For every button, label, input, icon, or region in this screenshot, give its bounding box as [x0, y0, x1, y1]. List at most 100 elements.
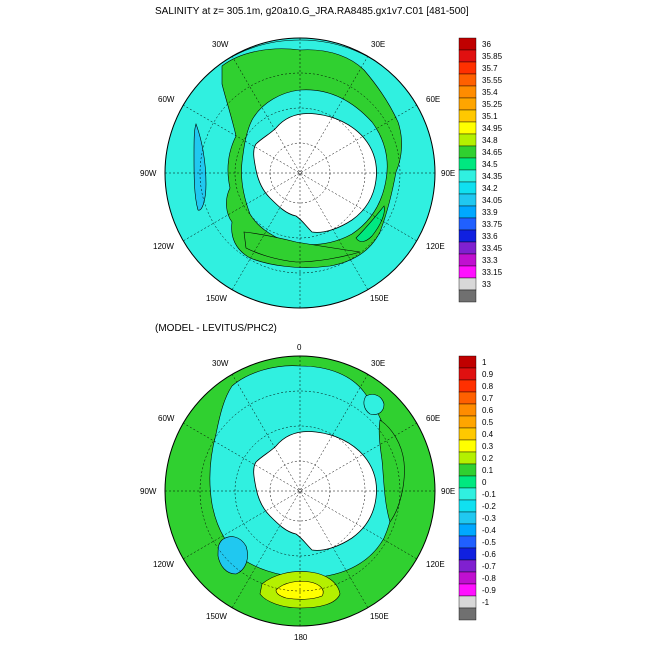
- colorbar-swatch: [458, 37, 477, 51]
- colorbar-tick-label: 0.6: [482, 406, 494, 415]
- lon-label-30w-bottom: 30W: [212, 359, 229, 368]
- antarctica-bottom: [253, 431, 377, 551]
- lon-label-60e-bottom: 60E: [426, 414, 440, 423]
- colorbar-swatch: [458, 205, 477, 219]
- colorbar-tick-label: 0.2: [482, 454, 494, 463]
- colorbar-swatch: [458, 463, 477, 477]
- lon-label-0-bottom: 0: [297, 343, 302, 352]
- colorbar-swatch: [458, 559, 477, 573]
- colorbar-swatch: [458, 241, 477, 255]
- colorbar-tick-label: -0.2: [482, 502, 496, 511]
- colorbar-tick-label: 33.6: [482, 232, 498, 241]
- colorbar-swatch: [458, 427, 477, 441]
- colorbar-tick-label: 0.3: [482, 442, 494, 451]
- colorbar-swatch: [458, 439, 477, 453]
- lon-label-30e-bottom: 30E: [371, 359, 385, 368]
- colorbar-tick-label: 34.05: [482, 196, 503, 205]
- colorbar-tick-label: 35.7: [482, 64, 498, 73]
- lon-label-150e-top: 150E: [370, 294, 389, 303]
- lon-label-180-bottom: 180: [294, 633, 308, 642]
- colorbar-tick-label: 0.7: [482, 394, 494, 403]
- colorbar-tick-label: 0.9: [482, 370, 494, 379]
- lon-label-90w-top: 90W: [140, 169, 157, 178]
- colorbar-swatch: [458, 253, 477, 267]
- colorbar-tick-label: 34.8: [482, 136, 498, 145]
- colorbar-swatch: [458, 181, 477, 195]
- colorbar-swatch: [458, 499, 477, 513]
- colorbar-tick-label: 33.15: [482, 268, 503, 277]
- colorbar-tick-label: -0.3: [482, 514, 496, 523]
- lon-label-60e-top: 60E: [426, 95, 440, 104]
- colorbar-tick-label: -0.1: [482, 490, 496, 499]
- colorbar-tick-label: 35.85: [482, 52, 503, 61]
- colorbar-swatch: [458, 607, 477, 621]
- colorbar-swatch: [458, 121, 477, 135]
- colorbar-tick-label: 33.75: [482, 220, 503, 229]
- bottom-map-boundary: [164, 355, 436, 627]
- colorbar-tick-label: -0.4: [482, 526, 496, 535]
- difference-blue-patch: [217, 536, 248, 575]
- colorbar-tick-label: 34.35: [482, 172, 503, 181]
- colorbar-tick-label: 35.55: [482, 76, 503, 85]
- lon-label-90e-top: 90E: [441, 169, 455, 178]
- salinity-colorbar: 36 35.85 35.7 35.55 35.4 35.25 35.1 34.95 34.8 34…: [458, 37, 503, 303]
- colorbar-tick-label: 34.5: [482, 160, 498, 169]
- colorbar-tick-label: 33: [482, 280, 491, 289]
- colorbar-tick-label: -0.8: [482, 574, 496, 583]
- colorbar-swatch: [458, 355, 477, 369]
- difference-colorbar: 1 0.9 0.8 0.7 0.6 0.5 0.4 0.3 0.2 0.1 0 -0.1 -0.2 -0.…: [458, 355, 496, 621]
- colorbar-tick-label: 36: [482, 40, 491, 49]
- lon-label-150e-bottom: 150E: [370, 612, 389, 621]
- top-graticule: [165, 38, 435, 308]
- colorbar-tick-label: 0.4: [482, 430, 494, 439]
- bottom-graticule: [165, 356, 435, 626]
- colorbar-swatch: [458, 475, 477, 489]
- lon-label-60w-bottom: 60W: [158, 414, 175, 423]
- colorbar-swatch: [458, 367, 477, 381]
- colorbar-swatch: [458, 595, 477, 609]
- difference-map: [164, 355, 436, 627]
- colorbar-tick-label: -1: [482, 598, 490, 607]
- colorbar-swatch: [458, 109, 477, 123]
- lon-label-30w-top: 30W: [212, 40, 229, 49]
- top-map-boundary: [164, 37, 436, 309]
- colorbar-swatch: [458, 73, 477, 87]
- colorbar-tick-label: 0.1: [482, 466, 494, 475]
- colorbar-swatch: [458, 157, 477, 171]
- colorbar-swatch: [458, 379, 477, 393]
- difference-yellow-patch: [275, 580, 324, 600]
- colorbar-swatch: [458, 85, 477, 99]
- colorbar-tick-label: 0.8: [482, 382, 494, 391]
- colorbar-tick-label: 0: [482, 478, 487, 487]
- lon-label-120e-bottom: 120E: [426, 560, 445, 569]
- colorbar-swatch: [458, 547, 477, 561]
- colorbar-swatch: [458, 571, 477, 585]
- colorbar-swatch: [458, 229, 477, 243]
- colorbar-swatch: [458, 193, 477, 207]
- colorbar-swatch: [458, 265, 477, 279]
- lon-label-90e-bottom: 90E: [441, 487, 455, 496]
- colorbar-swatch: [458, 487, 477, 501]
- colorbar-swatch: [458, 511, 477, 525]
- difference-cyan-patch-ne: [363, 394, 385, 415]
- colorbar-tick-label: 33.3: [482, 256, 498, 265]
- colorbar-swatch: [458, 145, 477, 159]
- colorbar-swatch: [458, 61, 477, 75]
- colorbar-tick-label: -0.5: [482, 538, 496, 547]
- salinity-green-patch-south: [243, 231, 361, 263]
- colorbar-swatch: [458, 415, 477, 429]
- lon-label-90w-bottom: 90W: [140, 487, 157, 496]
- antarctica-top: [253, 113, 377, 233]
- colorbar-swatch: [458, 97, 477, 111]
- colorbar-tick-label: 34.65: [482, 148, 503, 157]
- lon-label-150w-bottom: 150W: [206, 612, 227, 621]
- colorbar-tick-label: 33.45: [482, 244, 503, 253]
- colorbar-tick-label: -0.9: [482, 586, 496, 595]
- lon-label-150w-top: 150W: [206, 294, 227, 303]
- bottom-panel-title: (MODEL - LEVITUS/PHC2): [155, 323, 277, 334]
- lon-label-120w-top: 120W: [153, 242, 174, 251]
- salinity-map: [164, 37, 436, 309]
- colorbar-tick-label: 34.95: [482, 124, 503, 133]
- lon-label-60w-top: 60W: [158, 95, 175, 104]
